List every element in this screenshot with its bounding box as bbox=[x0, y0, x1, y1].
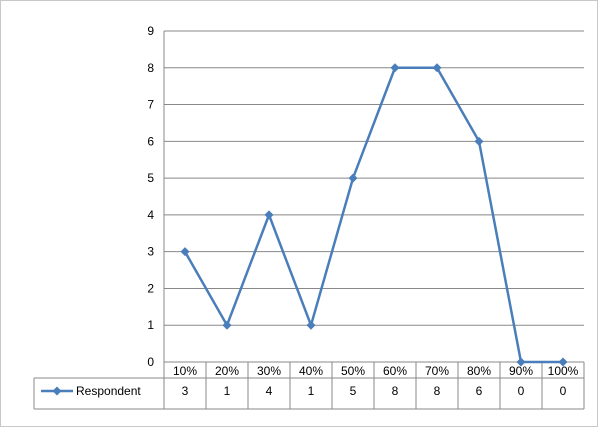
data-table-value: 0 bbox=[560, 384, 567, 398]
gridlines bbox=[164, 30, 584, 363]
data-point bbox=[516, 357, 526, 367]
series-line bbox=[183, 66, 563, 364]
x-category-label: 90% bbox=[509, 364, 533, 378]
data-point bbox=[222, 320, 232, 330]
data-point bbox=[474, 136, 484, 146]
y-tick-label: 5 bbox=[147, 171, 154, 185]
y-tick-label: 4 bbox=[147, 208, 154, 222]
x-category-label: 40% bbox=[299, 364, 323, 378]
data-table-value: 1 bbox=[308, 384, 315, 398]
data-point bbox=[390, 63, 400, 73]
data-table-value: 8 bbox=[434, 384, 441, 398]
x-category-label: 60% bbox=[383, 364, 407, 378]
x-category-label: 50% bbox=[341, 364, 365, 378]
data-point bbox=[558, 357, 568, 367]
data-point bbox=[264, 210, 274, 220]
y-tick-label: 0 bbox=[147, 355, 154, 369]
legend-label: Respondent bbox=[76, 384, 141, 398]
data-point bbox=[348, 173, 358, 183]
y-tick-label: 6 bbox=[147, 134, 154, 148]
y-tick-label: 2 bbox=[147, 281, 154, 295]
data-table: 10% 20% 30% 40% 50% 60% 70% 80% 90% 100% Responden… bbox=[33, 361, 585, 410]
data-table-value: 8 bbox=[392, 384, 399, 398]
data-table-value: 5 bbox=[350, 384, 357, 398]
data-table-value: 4 bbox=[266, 384, 273, 398]
x-category-label: 20% bbox=[215, 364, 239, 378]
y-tick-label: 1 bbox=[147, 318, 154, 332]
data-table-value: 0 bbox=[518, 384, 525, 398]
y-axis: 0 1 2 3 4 5 6 7 8 9 bbox=[147, 24, 165, 409]
x-category-label: 100% bbox=[548, 364, 579, 378]
x-category-label: 70% bbox=[425, 364, 449, 378]
y-tick-label: 8 bbox=[147, 61, 154, 75]
y-tick-label: 7 bbox=[147, 98, 154, 112]
data-point bbox=[432, 63, 442, 73]
series-respondent bbox=[180, 63, 568, 367]
y-tick-label: 3 bbox=[147, 245, 154, 259]
y-tick-label: 9 bbox=[147, 24, 154, 38]
data-point bbox=[306, 320, 316, 330]
data-point bbox=[180, 247, 190, 257]
x-category-label: 30% bbox=[257, 364, 281, 378]
x-category-label: 10% bbox=[173, 364, 197, 378]
data-table-value: 1 bbox=[224, 384, 231, 398]
data-table-value: 3 bbox=[182, 384, 189, 398]
legend-marker bbox=[52, 386, 62, 396]
data-table-value: 6 bbox=[476, 384, 483, 398]
x-category-label: 80% bbox=[467, 364, 491, 378]
